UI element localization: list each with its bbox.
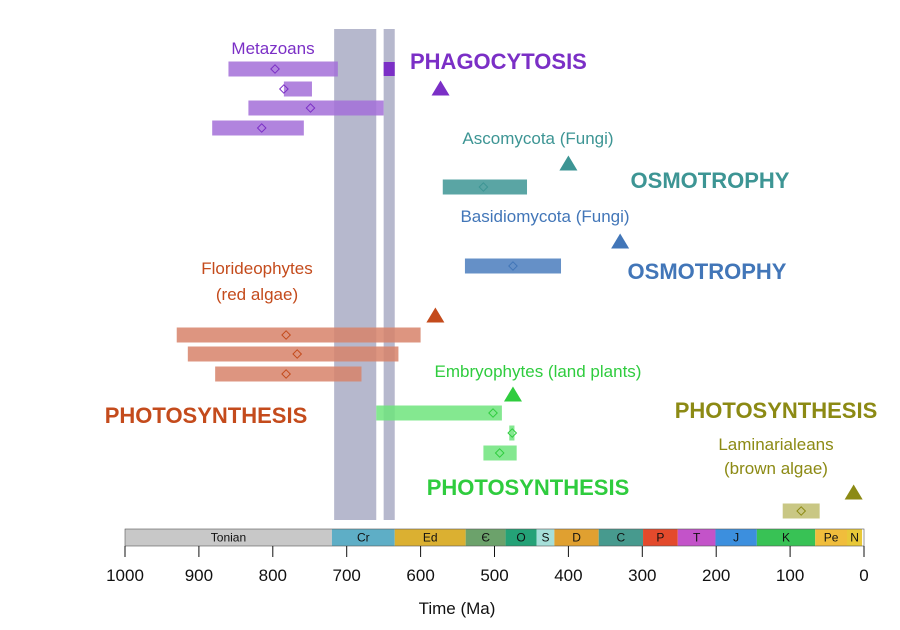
fossil-triangle-0	[431, 80, 450, 96]
estimate-diamond-3-2	[281, 369, 292, 379]
period-label-13: N	[850, 531, 859, 545]
mode-label-metazoans: PHAGOCYTOSIS	[410, 49, 587, 74]
fossil-triangle-3	[426, 307, 445, 323]
period-cell-9	[677, 529, 716, 546]
period-label-8: P	[656, 531, 664, 545]
fossil-triangle-4	[503, 386, 522, 402]
period-label-6: D	[572, 531, 581, 545]
group-label-basidiomycota: Basidiomycota (Fungi)	[460, 207, 629, 226]
estimate-diamond-1-0	[478, 182, 489, 192]
mode-label-florideophytes: PHOTOSYNTHESIS	[105, 403, 308, 428]
estimate-diamond-2-0	[508, 261, 518, 271]
estimate-diamond-4-2	[494, 448, 505, 458]
period-cell-4	[505, 529, 537, 546]
period-label-10: J	[733, 531, 739, 545]
x-tick-label-4: 600	[406, 566, 434, 585]
period-label-11: K	[782, 531, 790, 545]
x-tick-label-8: 200	[702, 566, 730, 585]
x-tick-label-6: 400	[554, 566, 582, 585]
glaciation-band-1	[383, 29, 395, 520]
divergence-bar-4-2	[483, 445, 517, 461]
period-cell-12	[815, 529, 848, 546]
x-tick-label-3: 700	[333, 566, 361, 585]
x-tick-label-2: 800	[259, 566, 287, 585]
divergence-bar-0-0	[228, 61, 338, 77]
solid-marker-0	[383, 62, 395, 76]
x-axis-title: Time (Ma)	[419, 599, 496, 618]
estimate-diamond-0-3	[256, 123, 267, 133]
x-tick-label-7: 300	[628, 566, 656, 585]
estimate-diamond-3-0	[281, 330, 292, 340]
group-label-laminarialeans-line1: Laminarialeans	[718, 435, 833, 454]
group-label-florideophytes-line2: (red algae)	[216, 285, 298, 304]
estimate-diamond-0-0	[270, 64, 280, 74]
period-label-7: C	[617, 531, 626, 545]
group-label-florideophytes-line1: Florideophytes	[201, 259, 313, 278]
period-label-3: Є	[481, 531, 490, 545]
period-cell-1	[331, 529, 395, 546]
fossil-triangle-5	[844, 484, 863, 500]
period-cell-10	[715, 529, 757, 546]
geologic-timescale: Tonian Cr Ed Є O S D C P T J K Pe N	[124, 528, 865, 547]
group-label-laminarialeans-line2: (brown algae)	[724, 459, 828, 478]
divergence-bar-0-2	[248, 100, 384, 116]
x-tick-label-10: 0	[859, 566, 868, 585]
divergence-bar-1-0	[442, 179, 528, 195]
divergence-bar-4-0	[376, 405, 502, 421]
group-labels: Metazoans PHAGOCYTOSIS Ascomycota (Fungi…	[105, 39, 878, 500]
divergence-bar-3-2	[215, 366, 362, 382]
period-cell-5	[536, 529, 555, 546]
estimate-diamond-4-0	[488, 408, 498, 418]
estimate-diamond-4-1	[507, 428, 518, 438]
x-axis: Time (Ma) 1000 900 800 700 600 500 400 300 200 10…	[106, 546, 869, 618]
fossil-triangle-2	[611, 233, 630, 249]
divergence-bar-5-0	[782, 503, 820, 519]
divergence-bar-4-1	[509, 425, 515, 441]
period-label-2: Ed	[423, 531, 438, 545]
group-label-ascomycota: Ascomycota (Fungi)	[462, 129, 613, 148]
period-cell-2	[394, 529, 466, 546]
period-label-9: T	[693, 531, 701, 545]
x-tick-label-0: 1000	[106, 566, 144, 585]
divergence-bar-0-1	[283, 81, 312, 97]
period-label-0: Tonian	[211, 531, 246, 545]
period-cell-0	[125, 529, 332, 546]
divergence-bars	[176, 61, 863, 519]
divergence-bar-2-0	[464, 258, 562, 274]
period-label-5: S	[541, 531, 549, 545]
mode-label-ascomycota: OSMOTROPHY	[631, 168, 790, 193]
period-cell-11	[756, 529, 816, 546]
x-tick-label-5: 500	[480, 566, 508, 585]
period-label-12: Pe	[824, 531, 839, 545]
divergence-bar-3-0	[176, 327, 421, 343]
mode-label-embryophytes: PHOTOSYNTHESIS	[427, 475, 630, 500]
period-cell-8	[643, 529, 678, 546]
x-tick-label-9: 100	[776, 566, 804, 585]
period-cell-13	[847, 529, 863, 546]
mode-label-laminarialeans: PHOTOSYNTHESIS	[675, 398, 878, 423]
period-cell-6	[554, 529, 599, 546]
estimate-diamond-0-1	[278, 84, 289, 94]
period-cell-3	[465, 529, 506, 546]
group-label-metazoans: Metazoans	[231, 39, 314, 58]
period-label-4: O	[516, 531, 525, 545]
mode-label-basidiomycota: OSMOTROPHY	[628, 259, 787, 284]
estimate-diamond-3-1	[292, 349, 303, 359]
group-label-embryophytes: Embryophytes (land plants)	[435, 362, 642, 381]
period-label-1: Cr	[357, 531, 370, 545]
estimate-diamond-0-2	[305, 103, 316, 113]
period-cell-7	[598, 529, 644, 546]
estimate-diamond-5-0	[796, 506, 807, 516]
x-tick-label-1: 900	[185, 566, 213, 585]
fossil-triangle-1	[559, 155, 578, 171]
